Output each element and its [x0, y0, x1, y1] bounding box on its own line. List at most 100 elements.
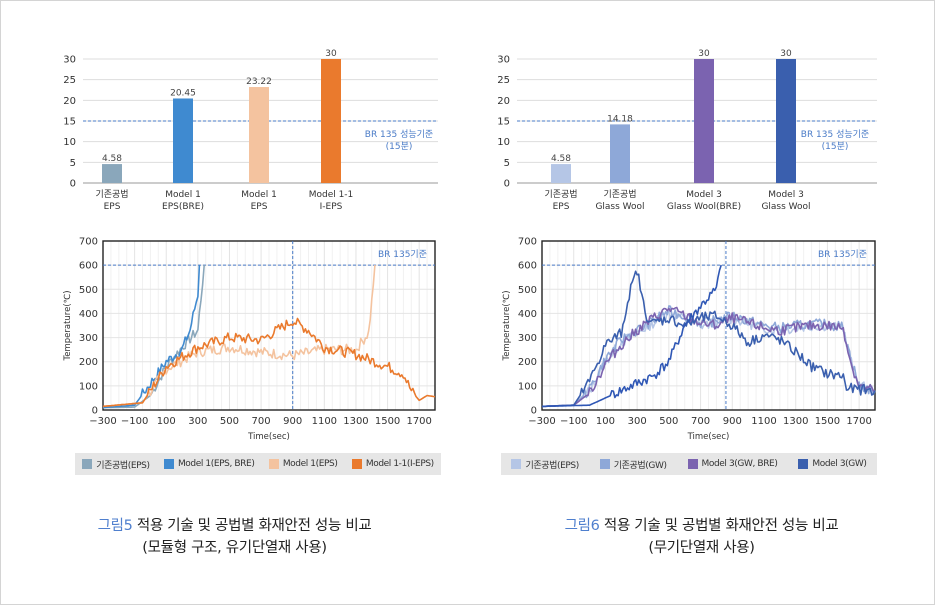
y-tick-label: 30 [497, 55, 510, 66]
legend-label: Model 3(GW, BRE) [701, 459, 778, 469]
x-tick-label: 1100 [751, 416, 776, 427]
line-chart-fig5: 0 100 200 300 400 500 600 700 −300 −100 100 300 500 7… [63, 237, 436, 442]
legend-item: 기존공법(EPS) [82, 458, 150, 471]
x-tick-label: 1300 [343, 416, 368, 427]
bar [321, 59, 341, 183]
legend-label: 기존공법(EPS) [525, 460, 579, 471]
legend-label: Model 1-1(I-EPS) [365, 459, 434, 469]
plot-border [102, 240, 436, 411]
x-tick-label: 1700 [406, 416, 431, 427]
bar-value-label: 30 [780, 49, 792, 59]
x-category-label: EPS(BRE) [162, 202, 204, 212]
y-tick-label: 0 [92, 406, 98, 417]
br135-reference-label: (15분) [386, 141, 413, 152]
bar-value-label: 23.22 [246, 77, 272, 87]
y-tick-label: 25 [497, 75, 510, 86]
legend-item: Model 3(GW) [798, 459, 867, 469]
caption-fig6: 그림6 적용 기술 및 공법별 화재안전 성능 비교 (무기단열재 사용) [468, 515, 935, 559]
bar-value-label: 30 [698, 49, 710, 59]
legend-item: 기존공법(GW) [599, 458, 667, 471]
x-tick-label: −100 [121, 416, 148, 427]
y-tick-label: 0 [531, 406, 537, 417]
y-tick-label: 300 [518, 333, 537, 344]
x-tick-label: −300 [528, 416, 555, 427]
bar [694, 59, 714, 183]
bar-value-label: 14.18 [607, 114, 633, 124]
x-category-label: Model 1-1 [309, 190, 354, 200]
legend-item: 기존공법(EPS) [511, 458, 579, 471]
bar [102, 164, 122, 183]
x-category-label: Model 1 [165, 190, 201, 200]
y-axis-title: Temperature(℃) [63, 290, 73, 361]
y-tick-label: 100 [518, 381, 537, 392]
caption-subtitle: (무기단열재 사용) [648, 540, 755, 556]
legend-item: Model 1-1(I-EPS) [351, 459, 434, 469]
x-tick-label: 1700 [846, 416, 871, 427]
x-category-label: Glass Wool [761, 202, 810, 212]
br135-reference-label: BR 135 성능기준 [365, 129, 433, 140]
y-tick-label: 600 [79, 261, 98, 272]
x-tick-label: 1500 [815, 416, 840, 427]
y-tick-label: 100 [79, 381, 98, 392]
x-tick-label: 1500 [375, 416, 400, 427]
x-axis-title: Time(sec) [687, 432, 730, 442]
legend-fig6: 기존공법(EPS) 기존공법(GW) Model 3(GW, BRE) Model 3… [501, 453, 877, 475]
bar-chart-fig6: 0 5 10 15 20 25 30 BR 135 성능기준(15분) 4.58 기존공법 EPS 1… [497, 49, 877, 212]
x-category-label: EPS [104, 202, 121, 212]
x-tick-label: 100 [596, 416, 615, 427]
br135-reference-label: BR 135기준 [378, 249, 427, 260]
x-category-label: 기존공법 [544, 189, 577, 200]
bar-value-label: 20.45 [170, 88, 196, 98]
x-category-label: Model 1 [241, 190, 277, 200]
plot-border [541, 240, 876, 411]
y-tick-label: 600 [518, 261, 537, 272]
y-tick-label: 20 [63, 96, 76, 107]
bar [610, 124, 630, 183]
bar-value-label: 4.58 [102, 154, 122, 164]
legend-swatch [351, 459, 362, 469]
y-tick-label: 10 [497, 137, 510, 148]
x-tick-label: −100 [560, 416, 587, 427]
br135-reference-label: BR 135기준 [818, 249, 867, 260]
legend-swatch [268, 459, 279, 469]
x-tick-label: 1100 [312, 416, 337, 427]
bar [551, 164, 571, 183]
legend-swatch [798, 459, 809, 469]
bar-chart-fig5: 0 5 10 15 20 25 30 BR 135 성능기준(15분) 4.58 기존공법 EPS 2… [63, 49, 438, 212]
legend-swatch [599, 459, 610, 469]
x-category-label: I-EPS [320, 202, 343, 212]
y-tick-label: 20 [497, 96, 510, 107]
y-tick-label: 0 [70, 179, 76, 190]
x-category-label: 기존공법 [95, 189, 128, 200]
series-line [102, 265, 201, 409]
figure5-panel: 0 5 10 15 20 25 30 BR 135 성능기준 (15분) 4.58 기존공법 EPS 2… [1, 1, 468, 604]
y-tick-label: 0 [504, 179, 510, 190]
bar [776, 59, 796, 183]
legend-label: 기존공법(EPS) [96, 460, 150, 471]
x-tick-label: −300 [89, 416, 116, 427]
figure6-panel: 0 5 10 15 20 25 30 BR 135 성능기준 (15분) 4.58 기존공법 EPS 1… [468, 1, 935, 604]
series-line [541, 264, 722, 408]
y-tick-label: 5 [70, 158, 76, 169]
caption-number: 그림6 [564, 518, 600, 534]
y-tick-label: 5 [504, 158, 510, 169]
y-tick-label: 400 [518, 309, 537, 320]
x-tick-label: 300 [188, 416, 207, 427]
x-tick-label: 700 [691, 416, 710, 427]
legend-label: Model 1(EPS, BRE) [177, 459, 255, 469]
x-category-label: 기존공법 [603, 189, 636, 200]
y-tick-label: 30 [63, 55, 76, 66]
y-tick-label: 500 [79, 285, 98, 296]
series-line [541, 270, 876, 408]
bar-value-label: 30 [325, 49, 337, 59]
x-tick-label: 500 [659, 416, 678, 427]
x-tick-label: 900 [723, 416, 742, 427]
x-tick-label: 1300 [783, 416, 808, 427]
x-category-label: Model 3 [768, 190, 804, 200]
legend-label: Model 3(GW) [812, 459, 867, 469]
legend-swatch [511, 459, 522, 469]
y-tick-label: 10 [63, 137, 76, 148]
y-tick-label: 700 [79, 237, 98, 248]
x-tick-label: 900 [283, 416, 302, 427]
